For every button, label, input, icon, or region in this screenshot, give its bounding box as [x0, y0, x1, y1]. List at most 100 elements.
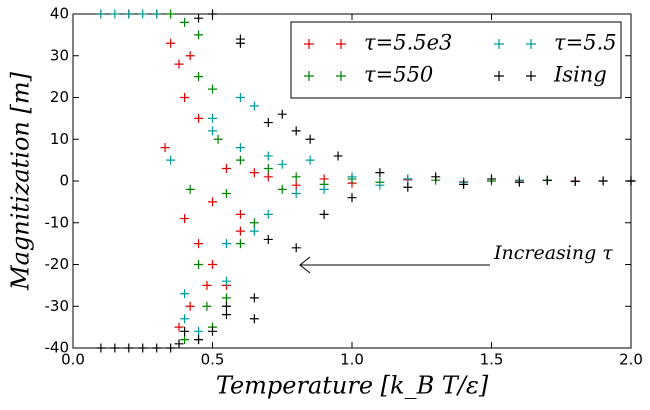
point — [249, 226, 259, 236]
point — [180, 93, 190, 102]
point — [110, 343, 120, 353]
point — [291, 126, 301, 136]
point — [96, 343, 106, 353]
point — [221, 301, 231, 311]
point — [249, 314, 259, 324]
point — [347, 172, 357, 182]
point — [208, 113, 217, 123]
point — [221, 189, 231, 199]
point — [291, 180, 301, 190]
annotation: Increasing τ — [493, 242, 613, 264]
point — [305, 134, 315, 144]
point — [235, 34, 245, 44]
point — [174, 322, 184, 332]
y-tick-label: 30 — [50, 46, 69, 64]
x-tick-label: 2.0 — [619, 351, 643, 369]
point — [291, 172, 301, 182]
point — [221, 276, 231, 286]
point — [202, 301, 212, 311]
legend-box — [290, 21, 622, 99]
point — [459, 179, 469, 189]
point — [487, 174, 496, 184]
point — [138, 9, 148, 19]
point — [319, 209, 329, 219]
point — [166, 38, 176, 48]
point — [185, 301, 195, 311]
point — [138, 343, 148, 353]
point — [235, 226, 245, 236]
point — [208, 9, 217, 19]
point — [180, 289, 190, 299]
point — [570, 176, 580, 186]
point — [375, 180, 385, 190]
y-tick-label: -40 — [45, 339, 70, 357]
point — [263, 234, 273, 244]
point — [185, 184, 195, 194]
point — [202, 280, 212, 290]
point — [235, 239, 245, 249]
point — [166, 9, 176, 19]
point — [194, 30, 204, 40]
point — [174, 59, 184, 69]
legend-label: τ=5.5 — [554, 31, 617, 55]
point — [291, 189, 301, 199]
x-tick-label: 1.5 — [480, 351, 504, 369]
point — [180, 326, 190, 336]
x-tick-label: 1.0 — [340, 351, 364, 369]
point — [174, 339, 184, 349]
point — [208, 326, 217, 336]
point — [249, 218, 259, 228]
point — [514, 177, 524, 187]
arrow-head — [299, 256, 311, 274]
point — [333, 151, 343, 161]
point — [221, 293, 231, 303]
point — [194, 13, 204, 23]
point — [626, 176, 636, 186]
point — [166, 155, 176, 165]
point — [249, 293, 259, 303]
point — [305, 155, 315, 165]
point — [180, 214, 190, 224]
x-tick-label: 0.0 — [61, 351, 85, 369]
point — [375, 168, 385, 178]
point — [542, 175, 552, 185]
point — [277, 184, 287, 194]
legend-marker — [304, 39, 346, 49]
y-tick-label: -30 — [45, 297, 70, 315]
point — [235, 93, 245, 102]
y-tick-label: -10 — [45, 213, 70, 231]
point — [208, 126, 217, 136]
point — [152, 9, 162, 19]
point — [194, 239, 204, 249]
point — [124, 9, 134, 19]
legend-marker — [494, 71, 536, 81]
point — [221, 310, 231, 320]
legend-marker — [494, 39, 536, 49]
point — [403, 182, 413, 192]
point — [263, 151, 273, 161]
point — [180, 314, 190, 324]
point — [124, 343, 134, 353]
point — [213, 134, 223, 144]
point — [160, 143, 170, 153]
y-tick-label: 20 — [50, 88, 69, 106]
point — [277, 109, 287, 119]
x-axis-label: Temperature [k_B T/ε] — [216, 372, 489, 400]
point — [347, 193, 357, 203]
point — [235, 143, 245, 153]
point — [194, 72, 204, 82]
point — [152, 343, 162, 353]
point — [194, 260, 204, 269]
point — [221, 239, 231, 249]
point — [180, 17, 190, 27]
point — [96, 9, 106, 19]
y-axis-label: Magnitization [m] — [7, 71, 35, 291]
point — [277, 159, 287, 169]
point — [263, 172, 273, 182]
y-tick-label: 40 — [50, 5, 69, 23]
point — [208, 84, 217, 94]
point — [166, 343, 176, 353]
legend-label: τ=5.5e3 — [364, 31, 452, 55]
y-tick-label: -20 — [45, 255, 70, 273]
